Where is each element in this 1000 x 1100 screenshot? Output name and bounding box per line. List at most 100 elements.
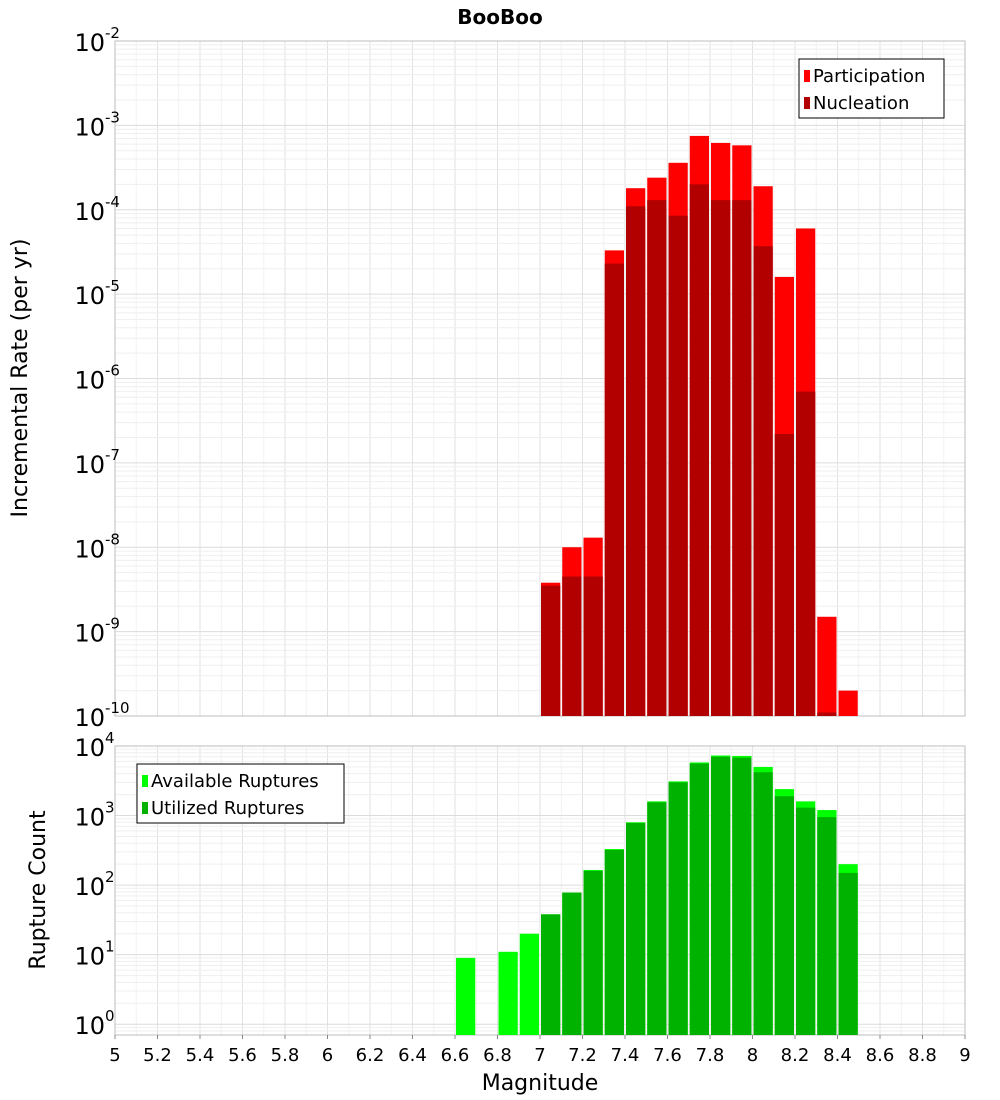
bar-available-ruptures [519,933,539,1035]
x-tick-label: 8 [747,1045,758,1066]
bar-nucleation [711,200,731,716]
y-tick-label: 10 [74,804,105,832]
y-tick-exponent: -9 [105,615,120,633]
y-tick-exponent: -5 [105,277,120,295]
bar-available-ruptures [456,957,476,1035]
y-tick-exponent: -3 [105,108,120,126]
x-tick-label: 7.6 [653,1045,682,1066]
bar-nucleation [604,263,624,716]
bar-nucleation [647,200,667,716]
x-axis-label: Magnitude [482,1071,599,1096]
bar-utilized-ruptures [732,757,752,1035]
chart-title: BooBoo [457,5,542,29]
bar-utilized-ruptures [541,914,561,1035]
bar-utilized-ruptures [604,849,624,1035]
x-tick-label: 7 [534,1045,545,1066]
x-tick-label: 6.2 [356,1045,385,1066]
y-tick-exponent: 2 [105,868,115,886]
y-tick-exponent: 1 [105,938,115,956]
bar-nucleation [562,576,582,716]
x-tick-label: 9 [959,1045,970,1066]
legend-box [798,58,945,119]
y-tick-exponent: 3 [105,799,115,817]
top-y-axis-label: Incremental Rate (per yr) [8,239,33,518]
bar-utilized-ruptures [583,870,603,1035]
y-tick-exponent: -6 [105,362,120,380]
y-tick-exponent: 4 [105,729,115,747]
x-tick-label: 8.4 [823,1045,852,1066]
y-tick-exponent: -8 [105,530,120,548]
legend-label: Participation [813,66,925,87]
bar-utilized-ruptures [562,892,582,1035]
legend-label: Utilized Ruptures [151,798,304,819]
x-tick-label: 5.2 [143,1045,172,1066]
x-tick-label: 6.4 [398,1045,427,1066]
y-tick-exponent: -7 [105,446,120,464]
legend-swatch [804,70,810,82]
bar-nucleation [689,184,709,717]
bar-utilized-ruptures [817,817,837,1035]
plot-frame [114,40,966,717]
bar-utilized-ruptures [838,872,858,1035]
y-tick-label: 10 [74,29,105,57]
y-tick-exponent: -4 [105,193,120,211]
x-tick-label: 7.8 [696,1045,725,1066]
x-tick-label: 6 [322,1045,333,1066]
bar-utilized-ruptures [689,763,709,1035]
bar-nucleation [583,576,603,716]
bar-utilized-ruptures [753,772,773,1035]
bar-nucleation [753,246,773,716]
y-tick-label: 10 [74,734,105,762]
y-tick-label: 10 [74,620,105,648]
y-tick-label: 10 [74,113,105,141]
legend-swatch [142,775,148,787]
y-tick-label: 10 [74,535,105,563]
bar-nucleation [774,433,794,716]
legend-label: Available Ruptures [151,771,319,792]
y-tick-label: 10 [74,943,105,971]
y-tick-label: 10 [74,704,105,732]
bar-utilized-ruptures [796,807,816,1035]
y-tick-exponent: -2 [105,24,120,42]
legend-swatch [804,97,810,109]
y-tick-exponent: -10 [105,699,130,717]
x-tick-label: 6.6 [441,1045,470,1066]
bar-nucleation [668,215,688,717]
x-tick-label: 7.2 [568,1045,597,1066]
x-tick-label: 8.8 [908,1045,937,1066]
legend-label: Nucleation [813,93,909,114]
bar-nucleation [732,200,752,716]
legend-box [136,763,345,824]
bar-utilized-ruptures [626,823,646,1035]
y-tick-label: 10 [74,873,105,901]
bar-utilized-ruptures [774,796,794,1035]
bar-utilized-ruptures [647,802,667,1035]
bar-nucleation [626,206,646,716]
bar-utilized-ruptures [668,782,688,1035]
y-tick-exponent: 0 [105,1007,115,1025]
x-tick-label: 5.8 [271,1045,300,1066]
bottom-y-axis-label: Rupture Count [26,810,51,970]
y-tick-label: 10 [74,367,105,395]
y-tick-label: 10 [74,282,105,310]
bar-nucleation [817,712,837,716]
x-tick-label: 5.6 [228,1045,257,1066]
y-tick-label: 10 [74,1012,105,1040]
x-tick-label: 7.4 [611,1045,640,1066]
x-tick-label: 8.6 [866,1045,895,1066]
y-tick-label: 10 [74,451,105,479]
x-tick-label: 8.2 [781,1045,810,1066]
top-plot-area: 10-210-310-410-510-610-710-810-910 -10Par… [74,24,966,732]
bar-participation [838,690,858,716]
legend-swatch [142,802,148,814]
bar-utilized-ruptures [711,756,731,1035]
x-tick-label: 6.8 [483,1045,512,1066]
y-tick-label: 10 [74,198,105,226]
bar-available-ruptures [498,951,518,1035]
bar-participation [817,616,837,716]
x-tick-label: 5 [109,1045,120,1066]
bar-nucleation [796,391,816,716]
